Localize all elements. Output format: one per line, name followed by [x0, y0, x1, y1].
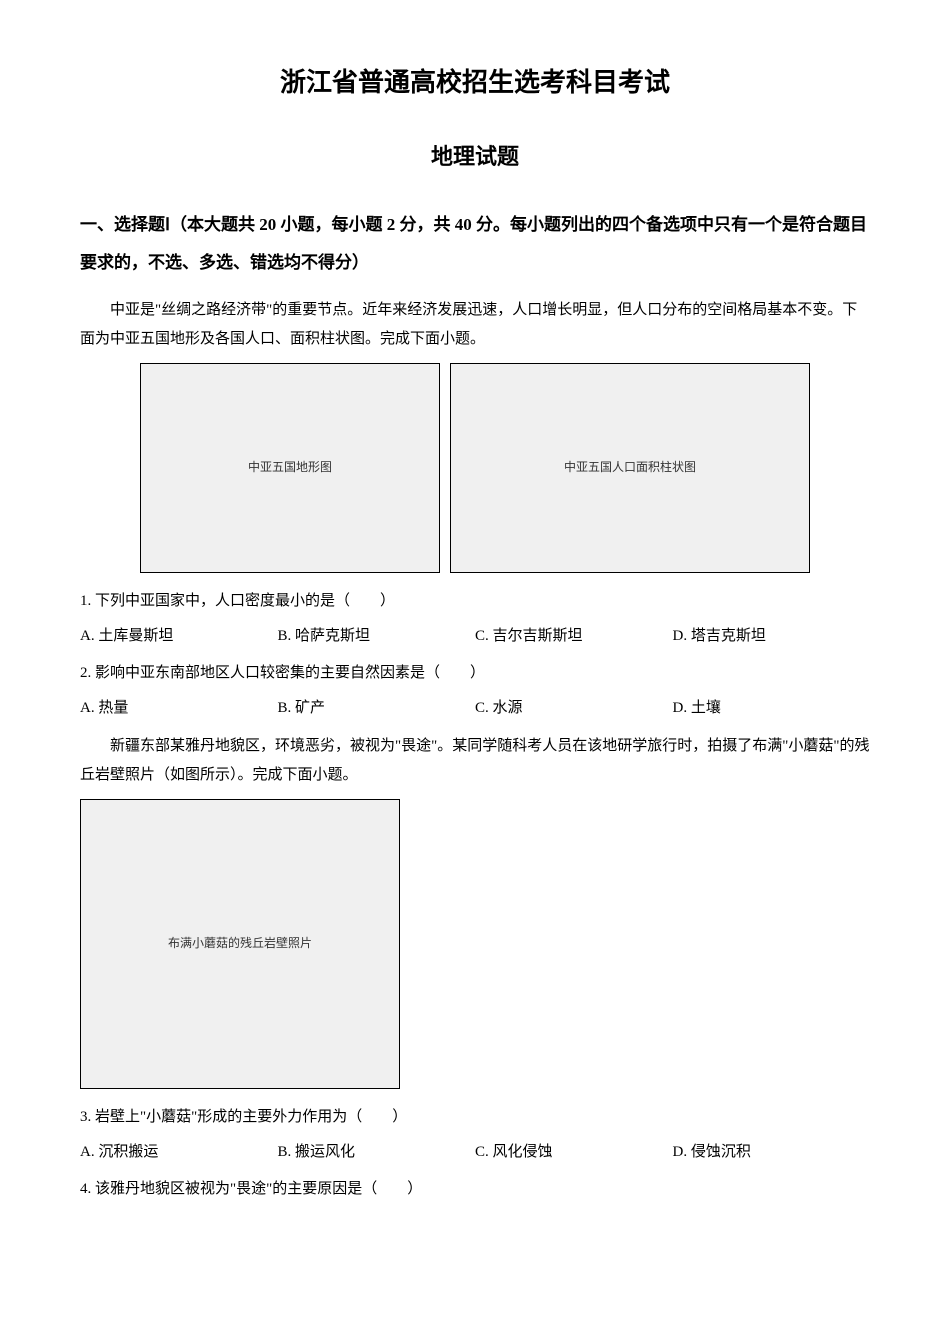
- passage-1: 中亚是"丝绸之路经济带"的重要节点。近年来经济发展迅速，人口增长明显，但人口分布…: [80, 296, 870, 353]
- population-area-chart: 中亚五国人口面积柱状图: [450, 363, 810, 573]
- figure-row-1: 中亚五国地形图 中亚五国人口面积柱状图: [80, 363, 870, 573]
- photo-description: 布满小蘑菇的残丘岩壁照片: [168, 933, 312, 955]
- question-2-options: A. 热量 B. 矿产 C. 水源 D. 土壤: [80, 695, 870, 722]
- q3-option-d: D. 侵蚀沉积: [673, 1139, 871, 1166]
- question-1-options: A. 土库曼斯坦 B. 哈萨克斯坦 C. 吉尔吉斯斯坦 D. 塔吉克斯坦: [80, 623, 870, 650]
- central-asia-map: 中亚五国地形图: [140, 363, 440, 573]
- q3-option-a: A. 沉积搬运: [80, 1139, 278, 1166]
- question-3-options: A. 沉积搬运 B. 搬运风化 C. 风化侵蚀 D. 侵蚀沉积: [80, 1139, 870, 1166]
- question-3-stem: 3. 岩壁上"小蘑菇"形成的主要外力作用为（ ）: [80, 1104, 870, 1131]
- q2-option-d: D. 土壤: [673, 695, 871, 722]
- q3-option-b: B. 搬运风化: [278, 1139, 476, 1166]
- q1-option-d: D. 塔吉克斯坦: [673, 623, 871, 650]
- subject-title: 地理试题: [80, 137, 870, 177]
- passage-2: 新疆东部某雅丹地貌区，环境恶劣，被视为"畏途"。某同学随科考人员在该地研学旅行时…: [80, 732, 870, 789]
- exam-title: 浙江省普通高校招生选考科目考试: [80, 60, 870, 107]
- chart-description: 中亚五国人口面积柱状图: [564, 457, 696, 479]
- q2-option-a: A. 热量: [80, 695, 278, 722]
- question-4-stem: 4. 该雅丹地貌区被视为"畏途"的主要原因是（ ）: [80, 1176, 870, 1203]
- yadan-photo: 布满小蘑菇的残丘岩壁照片: [80, 799, 400, 1089]
- q1-option-a: A. 土库曼斯坦: [80, 623, 278, 650]
- q2-option-c: C. 水源: [475, 695, 673, 722]
- q2-option-b: B. 矿产: [278, 695, 476, 722]
- section-1-header: 一、选择题Ⅰ（本大题共 20 小题，每小题 2 分，共 40 分。每小题列出的四…: [80, 206, 870, 281]
- q1-option-b: B. 哈萨克斯坦: [278, 623, 476, 650]
- q3-option-c: C. 风化侵蚀: [475, 1139, 673, 1166]
- question-1-stem: 1. 下列中亚国家中，人口密度最小的是（ ）: [80, 588, 870, 615]
- map-description: 中亚五国地形图: [248, 457, 332, 479]
- q1-option-c: C. 吉尔吉斯斯坦: [475, 623, 673, 650]
- question-2-stem: 2. 影响中亚东南部地区人口较密集的主要自然因素是（ ）: [80, 660, 870, 687]
